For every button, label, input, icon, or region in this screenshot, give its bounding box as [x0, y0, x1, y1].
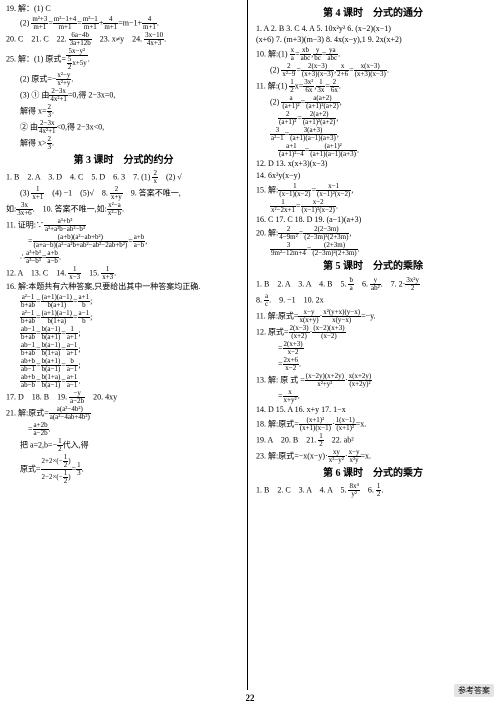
- line: ab+bab−b=b(1+a)b(a−1)=a+1a−1.: [6, 374, 241, 389]
- line: 把 a=2,b=−12代入,得: [6, 438, 241, 453]
- section-title-6: 第 6 课时 分式的乘方: [256, 467, 490, 481]
- line: 2(a+1)²=2(a+2)(a+1)²(a+2),: [256, 111, 490, 126]
- line: 13. 解: 原 式 =(x−2y)(x+2y)x²+y²·x(x+2y)(x+…: [256, 373, 490, 388]
- line: =2x+6x−2.: [256, 357, 490, 372]
- line: ab−1b+ab=b(a−1)b(1+a)=a−1a+1;: [6, 342, 241, 357]
- line: (2) 原式=−x²−yx²+y.: [6, 72, 241, 87]
- line: 8. ac. 9. −1 10. 2x: [256, 293, 490, 308]
- line: 10. 解:(1) xa=xbabc,ybc=yaabc.: [256, 47, 490, 62]
- line: (x+6) 7. (m+3)(m−3) 8. 4x(x−y),1 9. 2x(x…: [256, 35, 490, 46]
- line: (2) 2x²−9=2(x−3)(x+3)(x−3),x2+6=x(x−3)(x…: [256, 63, 490, 78]
- line: ab−1b+ab=b(a−1)b(a+1)=1a+1;: [6, 326, 241, 341]
- watermark: 参考答案: [454, 684, 494, 697]
- line: 1x²−2x+1=x−2(x−1)²(x−2).: [256, 199, 490, 214]
- line: 原式=2+2×(−12)2−2×(−12)=13.: [6, 454, 241, 485]
- line: 16. C 17. C 18. D 19. (a−1)(a+3): [256, 215, 490, 226]
- line: 20. C 21. C 22. 6a−4b3a+12b 23. x≠y 24. …: [6, 32, 241, 47]
- line: 39m²−12m+4=(2+3m)(2−3m)²(2+3m).: [256, 242, 490, 257]
- line: 20. 解:24−9m²=2(2−3m)(2−3m)²(2+3m),: [256, 226, 490, 241]
- line: 11. 解:(1) 12x=3x²6x,13x=26x.: [256, 79, 490, 94]
- line: (2) a(a+1)²=a(a+2)(a+1)²(a+2),: [256, 95, 490, 110]
- line: (3) ① 由2−3x4x²+1=0,得 2−3x=0,: [6, 88, 241, 103]
- line: a²−1b+ab=(a+1)(a−1)b(a+1)=a+1b;: [6, 294, 241, 309]
- section-title-3: 第 3 课时 分式的约分: [6, 154, 241, 168]
- line: 25. 解：(1) 原式=5x−y²52x+5y.: [6, 48, 241, 71]
- line: 11. 解:原式=x−yx(x+y)·x²(y+x)(y−x)x(y−x)=−y…: [256, 309, 490, 324]
- line: 1. A 2. B 3. C 4. A 5. 10x²y² 6. (x−2)(x…: [256, 24, 490, 35]
- line: 12. 原式=2(x−3)(x+2)·(x−2)(x+3)(x−2): [256, 325, 490, 340]
- line: =a+2ba−2b.: [6, 422, 241, 437]
- line: 14. 6x²y(x−y): [256, 171, 490, 182]
- line: 17. D 18. B 19. −ya−2b 20. 4xy: [6, 390, 241, 405]
- page-number: 22: [0, 693, 500, 703]
- line: 1. B 2. A 3. A 4. B 5. ba 6. yab². 7. 2·…: [256, 277, 490, 292]
- line: 16. 解:本题共有六种答案,只要给出其中一种答案均正确.: [6, 282, 241, 293]
- line: 14. D 15. A 16. x+y 17. 1−x: [256, 405, 490, 416]
- line: 19. 解：(1) C: [6, 4, 241, 15]
- line: ab+bab−1=b(a+1)b(a−1)=ba−1;: [6, 358, 241, 373]
- line: 12. A 13. C 14. 1x−3 15. 1x+3.: [6, 266, 241, 281]
- line: (3) 1x+1 (4) −1 (5)√ 8. 2x+y 9. 答案不唯一,: [6, 186, 241, 201]
- line: 18. 解:原式=(x+1)²(x+1)(x−1)·1(x−1)(x+1)²=x…: [256, 417, 490, 432]
- line: ∴a³+b³a³−b³=a+ba−b.: [6, 250, 241, 265]
- line: 1. B 2. C 3. A 4. A 5. 8x⁴y² 6. 12.: [256, 483, 490, 498]
- line: 1. B 2. A 3. D 4. C 5. D 6. 3 7. (1) 2x …: [6, 170, 241, 185]
- section-title-4: 第 4 课时 分式的通分: [256, 7, 490, 21]
- line: a²−1b+ab=(a+1)(a−1)b(1+a)=a−1b;: [6, 310, 241, 325]
- line: 21. 解:原式=a(a²−4b²)a(a²−4ab+4b²): [6, 406, 241, 421]
- line: 如:3x3x+6. 10. 答案不唯一,如:x²−ax²−b.: [6, 202, 241, 217]
- line: (2) m²+3m+1=m²−1+4m+1=m²−1m+1+4m+1=m−1+4…: [6, 16, 241, 31]
- line: =xx+y².: [256, 389, 490, 404]
- section-title-5: 第 5 课时 分式的乘除: [256, 260, 490, 274]
- line: 12. D 13. x(x+3)(x−3): [256, 159, 490, 170]
- line: 23. 解:原式=−x(x−y)·xyx²−y²·x−yx²y=x.: [256, 449, 490, 464]
- line: 19. A 20. B 21. 12 22. ab²: [256, 433, 490, 448]
- line: =(a+b)(a²−ab+b²)(a+a−b)(a²−a²b+ab²−ab²−2…: [6, 234, 241, 249]
- line: ② 由2−3x4x²+1<0,得 2−3x<0,: [6, 120, 241, 135]
- line: 3a²−1=3(a+3)(a+1)(a−1)(a+3),: [256, 127, 490, 142]
- line: a+1(a+1)²−4=(a+1)²(a+1)(a−1)(a+3).: [256, 143, 490, 158]
- line: 11. 证明:∵a³+b³a³+a²b−ab²−b³: [6, 218, 241, 233]
- left-column: 19. 解：(1) C (2) m²+3m+1=m²−1+4m+1=m²−1m+…: [0, 0, 248, 690]
- right-column: 第 4 课时 分式的通分 1. A 2. B 3. C 4. A 5. 10x²…: [248, 0, 496, 690]
- line: =2(x+3)x−2: [256, 341, 490, 356]
- line: 15. 解:1(x−1)(x−2)=x−1(x−1)²(x−2),: [256, 183, 490, 198]
- line: 解得 x>23.: [6, 136, 241, 151]
- line: 解得 x=23.: [6, 104, 241, 119]
